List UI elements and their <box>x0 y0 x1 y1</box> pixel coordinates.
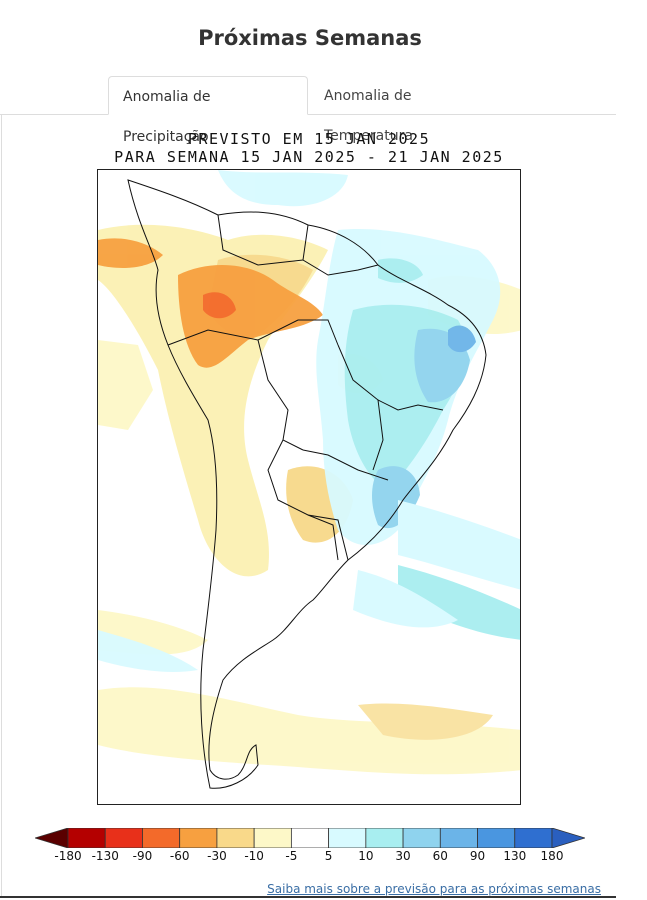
tab-bar: Anomalia de Precipitação Anomalia de Tem… <box>0 76 616 145</box>
precipitation-colorbar <box>33 827 587 849</box>
colorbar-tick-label: -90 <box>132 849 153 863</box>
precipitation-anomaly-map <box>97 169 521 805</box>
colorbar-tick-label: -5 <box>285 849 298 863</box>
map-image <box>98 170 520 789</box>
wet-anomaly-areas <box>98 170 520 672</box>
continent-outline <box>127 179 487 789</box>
colorbar-tick-label: 180 <box>540 849 564 863</box>
colorbar-tick-label: 5 <box>324 849 333 863</box>
map-title-forecast-week: PARA SEMANA 15 JAN 2025 - 21 JAN 2025 <box>114 148 504 166</box>
strong-dry-anomaly <box>98 238 323 368</box>
map-title: PREVISTO EM 15 JAN 2025 PARA SEMANA 15 J… <box>96 130 522 166</box>
colorbar-tick-label: 10 <box>358 849 374 863</box>
colorbar-min-arrow <box>33 827 69 849</box>
colorbar-swatch <box>514 827 553 849</box>
colorbar-tick-label: 30 <box>395 849 411 863</box>
map-title-forecast-date: PREVISTO EM 15 JAN 2025 <box>187 130 431 148</box>
tab-content-panel <box>1 114 617 896</box>
colorbar-swatch <box>328 827 367 849</box>
colorbar-max-arrow <box>551 827 587 849</box>
bottom-divider <box>0 896 616 898</box>
colorbar-swatch <box>104 827 143 849</box>
colorbar-tick-label: 130 <box>503 849 527 863</box>
colorbar-tick-label: -180 <box>54 849 82 863</box>
colorbar-tick-label: -30 <box>207 849 227 863</box>
tab-precipitation-anomaly[interactable]: Anomalia de Precipitação <box>108 76 308 145</box>
colorbar-swatch <box>142 827 181 849</box>
colorbar-swatch <box>290 827 330 849</box>
colorbar-swatch <box>253 827 292 849</box>
colorbar-swatch <box>365 827 404 849</box>
learn-more-link[interactable]: Saiba mais sobre a previsão para as próx… <box>267 882 601 896</box>
colorbar-swatch <box>402 827 441 849</box>
page-title: Próximas Semanas <box>198 26 422 50</box>
colorbar-tick-label: 90 <box>469 849 486 863</box>
colorbar-swatch <box>67 827 106 849</box>
colorbar-swatches <box>33 827 587 849</box>
colorbar-tick-label: -60 <box>169 849 190 863</box>
colorbar-swatch <box>439 827 478 849</box>
colorbar-tick-label: -130 <box>91 849 119 863</box>
colorbar-swatch <box>477 827 516 849</box>
colorbar-swatch <box>179 827 218 849</box>
tab-temperature-anomaly[interactable]: Anomalia de Temperatura <box>324 88 413 144</box>
colorbar-tick-label: -10 <box>244 849 264 863</box>
colorbar-swatch <box>216 827 255 849</box>
colorbar-tick-label: 60 <box>432 849 448 863</box>
